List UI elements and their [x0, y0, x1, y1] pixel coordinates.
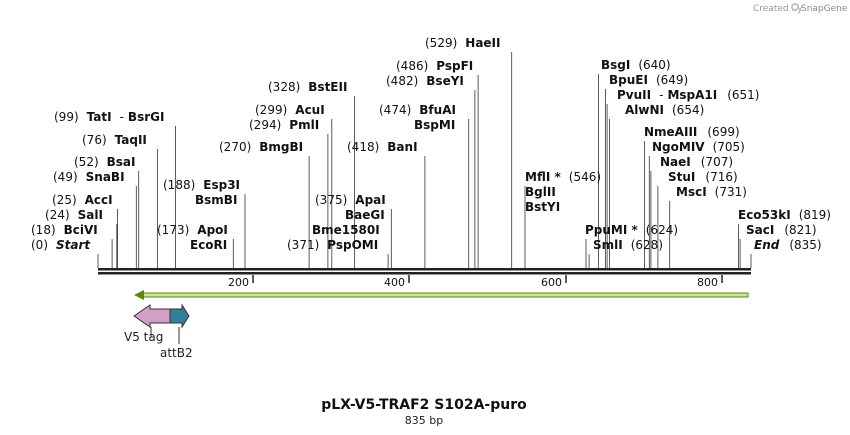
- site-bsteii[interactable]: (328) BstEII: [268, 80, 347, 94]
- site-ecori[interactable]: EcoRI: [190, 238, 227, 252]
- site-bsai[interactable]: (52) BsaI: [74, 155, 136, 169]
- site-bspmi[interactable]: BspMI: [414, 118, 455, 132]
- site-apai[interactable]: (375) ApaI: [315, 193, 386, 207]
- site-pspomi[interactable]: (371) PspOMI: [287, 238, 378, 252]
- attb2-label: attB2: [160, 346, 193, 360]
- site-bme1580i[interactable]: Bme1580I: [312, 223, 380, 237]
- site-start[interactable]: (0) Start: [31, 238, 91, 252]
- backbone: [98, 268, 751, 275]
- plasmid-title: pLX-V5-TRAF2 S102A-puro: [321, 397, 527, 413]
- site-alwni[interactable]: AlwNI (654): [625, 103, 704, 117]
- site-haeii[interactable]: (529) HaeII: [425, 36, 501, 50]
- site-mfli[interactable]: MflI * (546): [525, 170, 601, 184]
- cut-site-lines: [97, 52, 752, 268]
- tick-200-label: 200: [228, 276, 249, 289]
- ruler: 200 400 600 800: [228, 275, 723, 289]
- attb2-feature[interactable]: attB2: [160, 303, 193, 360]
- site-taqii[interactable]: (76) TaqII: [82, 133, 147, 147]
- plasmid-length: 835 bp: [405, 414, 443, 427]
- site-bstyi[interactable]: BstYI: [525, 200, 560, 214]
- site-pspfi[interactable]: (486) PspFI: [396, 59, 473, 73]
- credit-prefix: Created by: [753, 4, 803, 14]
- snapgene-logo-icon: [791, 3, 799, 11]
- site-apoi[interactable]: (173) ApoI: [157, 223, 228, 237]
- site-acui[interactable]: (299) AcuI: [255, 103, 325, 117]
- site-bfuai[interactable]: (474) BfuAI: [379, 103, 456, 117]
- site-stui[interactable]: StuI (716): [668, 170, 738, 184]
- site-bmgbi[interactable]: (270) BmgBI: [219, 140, 303, 154]
- site-bpuei[interactable]: BpuEI (649): [609, 73, 688, 87]
- site-tati[interactable]: (99) TatI - BsrGI: [54, 110, 164, 124]
- site-end[interactable]: End (835): [754, 238, 822, 252]
- v5-tag-feature[interactable]: V5 tag: [124, 304, 171, 344]
- enzyme-labels: (529) HaeII (486) PspFI (482) BseYI (474) Bf…: [31, 36, 831, 252]
- site-baegi[interactable]: BaeGI: [345, 208, 385, 222]
- puro-orf-arrow[interactable]: [134, 290, 749, 300]
- site-bglii[interactable]: BglII: [525, 185, 556, 199]
- site-smli[interactable]: SmlI (628): [593, 238, 663, 252]
- site-sali[interactable]: (24) SalI: [45, 208, 103, 222]
- site-pmli[interactable]: (294) PmlI: [249, 118, 319, 132]
- tick-800-label: 800: [697, 276, 718, 289]
- site-saci[interactable]: SacI (821): [746, 223, 817, 237]
- site-acci[interactable]: (25) AccI: [52, 193, 113, 207]
- site-bseyi[interactable]: (482) BseYI: [386, 74, 464, 88]
- site-nmeaiii[interactable]: NmeAIII (699): [644, 125, 740, 139]
- site-snabi[interactable]: (49) SnaBI: [53, 170, 125, 184]
- site-bani[interactable]: (418) BanI: [347, 140, 418, 154]
- site-eco53ki[interactable]: Eco53kI (819): [738, 208, 831, 222]
- site-bsmbi[interactable]: BsmBI: [195, 193, 237, 207]
- site-bcivi[interactable]: (18) BciVI: [31, 223, 98, 237]
- tick-600-label: 600: [541, 276, 562, 289]
- tick-400-label: 400: [384, 276, 405, 289]
- v5-tag-label: V5 tag: [124, 330, 163, 344]
- site-pvuii[interactable]: PvuII - MspA1I (651): [617, 88, 760, 102]
- site-naei[interactable]: NaeI (707): [660, 155, 733, 169]
- site-esp3i[interactable]: (188) Esp3I: [163, 178, 240, 192]
- credit-brand: SnapGene: [801, 4, 848, 14]
- site-bsgi[interactable]: BsgI (640): [601, 58, 671, 72]
- site-msci[interactable]: MscI (731): [676, 185, 747, 199]
- site-ppumi[interactable]: PpuMI * (624): [585, 223, 678, 237]
- site-ngomiv[interactable]: NgoMIV (705): [652, 140, 745, 154]
